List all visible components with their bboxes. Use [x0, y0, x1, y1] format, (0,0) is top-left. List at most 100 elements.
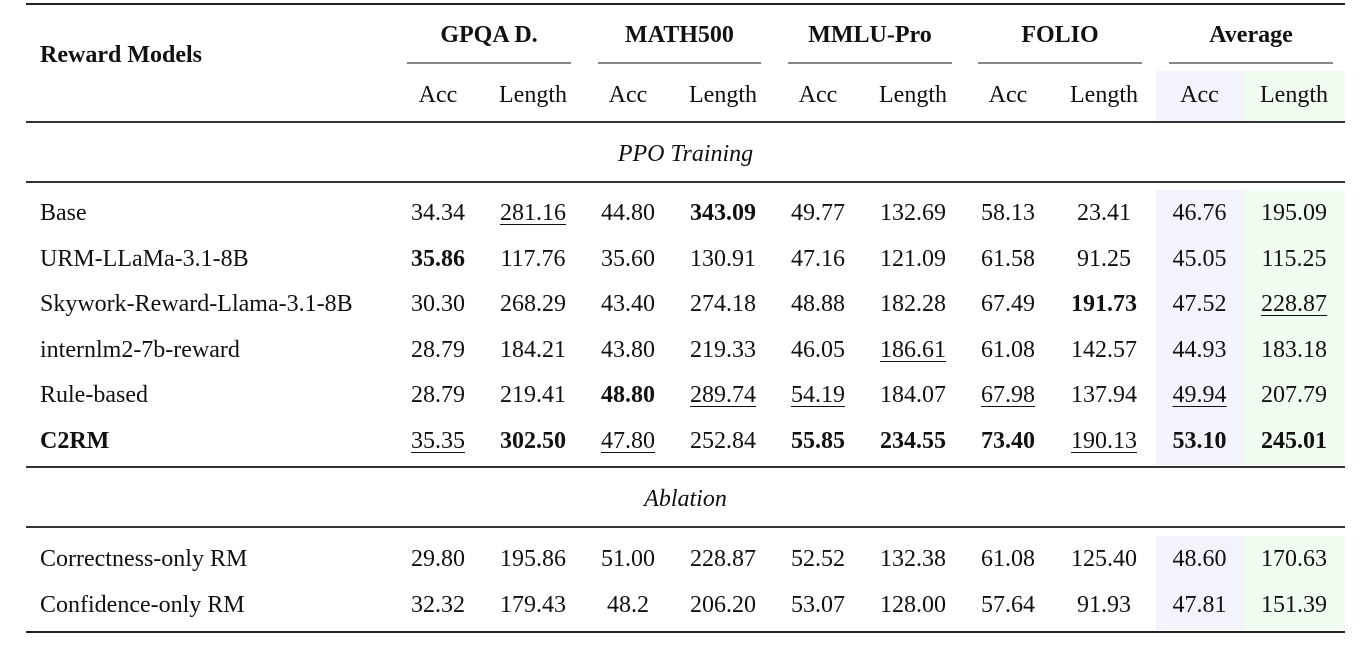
length-cell: 132.69 [880, 200, 946, 226]
header-rule [26, 121, 1345, 123]
average-acc-shade [1156, 71, 1243, 121]
row-header-label: Reward Models [40, 42, 202, 68]
length-cell: 132.38 [880, 546, 946, 572]
length-cell: 91.93 [1077, 592, 1131, 618]
acc-cell: 48.80 [601, 382, 655, 408]
length-cell: 183.18 [1261, 337, 1327, 363]
acc-cell: 44.93 [1172, 337, 1227, 363]
length-cell: 343.09 [690, 200, 756, 226]
model-name: C2RM [40, 428, 110, 454]
average-length-shade [1243, 71, 1345, 121]
length-cell: 130.91 [690, 246, 756, 272]
acc-cell: 35.35 [411, 428, 465, 454]
length-cell: 228.87 [1261, 291, 1327, 317]
acc-cell: 44.80 [601, 200, 655, 226]
acc-cell: 53.10 [1172, 428, 1227, 454]
length-cell: 115.25 [1261, 246, 1327, 272]
acc-cell: 61.08 [981, 546, 1035, 572]
cmidrule-folio [978, 62, 1142, 64]
acc-cell: 28.79 [411, 337, 465, 363]
acc-cell: 67.98 [981, 382, 1035, 408]
group-header-math500: MATH500 [625, 22, 734, 48]
group-header-gpqa: GPQA D. [440, 22, 538, 48]
acc-cell: 53.07 [791, 592, 845, 618]
cmidrule-gpqa [407, 62, 571, 64]
subheader-acc: Acc [798, 82, 838, 108]
length-cell: 252.84 [690, 428, 756, 454]
length-cell: 219.33 [690, 337, 756, 363]
section-end-rule-ppo [26, 466, 1345, 468]
acc-cell: 47.80 [601, 428, 655, 454]
subheader-acc: Acc [608, 82, 648, 108]
acc-cell: 51.00 [601, 546, 655, 572]
length-cell: 245.01 [1261, 428, 1327, 454]
length-cell: 195.86 [500, 546, 566, 572]
subheader-length: Length [1070, 82, 1138, 108]
average-length-shade [1243, 536, 1345, 630]
acc-cell: 45.05 [1172, 246, 1227, 272]
acc-cell: 46.05 [791, 337, 845, 363]
acc-cell: 58.13 [981, 200, 1035, 226]
length-cell: 274.18 [690, 291, 756, 317]
section-label-ppo-training: PPO Training [617, 141, 754, 167]
length-cell: 125.40 [1071, 546, 1137, 572]
acc-cell: 47.16 [791, 246, 845, 272]
length-cell: 191.73 [1071, 291, 1137, 317]
acc-cell: 32.32 [411, 592, 465, 618]
subheader-length: Length [1260, 82, 1328, 108]
length-cell: 170.63 [1261, 546, 1327, 572]
acc-cell: 47.81 [1172, 592, 1227, 618]
model-name: Base [40, 200, 87, 226]
length-cell: 142.57 [1071, 337, 1137, 363]
length-cell: 268.29 [500, 291, 566, 317]
acc-cell: 43.80 [601, 337, 655, 363]
length-cell: 151.39 [1261, 592, 1327, 618]
length-cell: 179.43 [500, 592, 566, 618]
length-cell: 195.09 [1261, 200, 1327, 226]
length-cell: 23.41 [1077, 200, 1131, 226]
model-name: URM-LLaMa-3.1-8B [40, 246, 249, 272]
acc-cell: 48.60 [1172, 546, 1227, 572]
acc-cell: 57.64 [981, 592, 1035, 618]
average-acc-shade [1156, 536, 1243, 630]
model-name: Confidence-only RM [40, 592, 245, 618]
acc-cell: 61.58 [981, 246, 1035, 272]
length-cell: 190.13 [1071, 428, 1137, 454]
acc-cell: 55.85 [791, 428, 845, 454]
acc-cell: 61.08 [981, 337, 1035, 363]
acc-cell: 49.94 [1172, 382, 1227, 408]
length-cell: 281.16 [500, 200, 566, 226]
subheader-acc: Acc [418, 82, 458, 108]
acc-cell: 43.40 [601, 291, 655, 317]
acc-cell: 46.76 [1172, 200, 1227, 226]
subheader-length: Length [499, 82, 567, 108]
length-cell: 234.55 [880, 428, 946, 454]
acc-cell: 30.30 [411, 291, 465, 317]
acc-cell: 28.79 [411, 382, 465, 408]
length-cell: 186.61 [880, 337, 946, 363]
group-header-folio: FOLIO [1021, 22, 1099, 48]
acc-cell: 52.52 [791, 546, 845, 572]
model-name: Skywork-Reward-Llama-3.1-8B [40, 291, 353, 317]
average-length-shade [1243, 190, 1345, 465]
group-header-average: Average [1209, 22, 1293, 48]
length-cell: 289.74 [690, 382, 756, 408]
length-cell: 207.79 [1261, 382, 1327, 408]
acc-cell: 49.77 [791, 200, 845, 226]
length-cell: 219.41 [500, 382, 566, 408]
acc-cell: 29.80 [411, 546, 465, 572]
model-name: Rule-based [40, 382, 148, 408]
length-cell: 228.87 [690, 546, 756, 572]
length-cell: 302.50 [500, 428, 566, 454]
acc-cell: 34.34 [411, 200, 465, 226]
acc-cell: 35.86 [411, 246, 465, 272]
top-rule [26, 3, 1345, 5]
subheader-length: Length [879, 82, 947, 108]
model-name: Correctness-only RM [40, 546, 248, 572]
length-cell: 128.00 [880, 592, 946, 618]
acc-cell: 47.52 [1172, 291, 1227, 317]
subheader-acc: Acc [1180, 82, 1219, 108]
section-label-ablation: Ablation [644, 486, 727, 512]
length-cell: 117.76 [500, 246, 566, 272]
subheader-length: Length [689, 82, 757, 108]
